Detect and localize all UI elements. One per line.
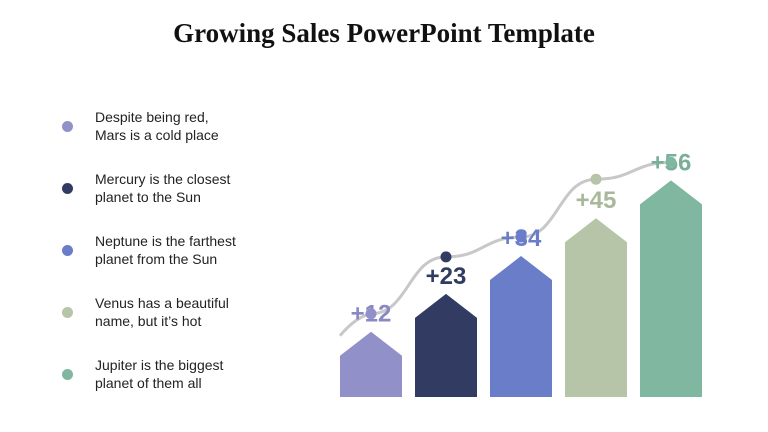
legend-text: Venus has a beautiful name, but it’s hot [95, 294, 229, 330]
legend-line: Mars is a cold place [95, 127, 219, 143]
trend-point [440, 251, 452, 263]
trend-point [665, 156, 677, 168]
bar [640, 180, 702, 397]
trend-point [515, 231, 527, 243]
legend-text: Despite being red, Mars is a cold place [95, 108, 219, 144]
bar [340, 331, 402, 397]
legend-line: Jupiter is the biggest [95, 357, 224, 373]
trend-point [365, 308, 377, 320]
legend: Despite being red, Mars is a cold place … [62, 108, 302, 418]
bar [415, 293, 477, 397]
legend-item-4: Venus has a beautiful name, but it’s hot [62, 294, 302, 330]
legend-line: planet from the Sun [95, 251, 218, 267]
legend-line: Venus has a beautiful [95, 295, 229, 311]
legend-dot-icon [62, 244, 73, 256]
legend-line: planet of them all [95, 375, 202, 391]
legend-line: Mercury is the closest [95, 171, 231, 187]
legend-text: Jupiter is the biggest planet of them al… [95, 356, 223, 392]
bar [490, 256, 552, 397]
legend-item-3: Neptune is the farthest planet from the … [62, 232, 302, 268]
bar-value-label: +45 [576, 187, 617, 214]
legend-dot-icon [62, 120, 73, 132]
legend-line: planet to the Sun [95, 189, 201, 205]
legend-dot-icon [62, 368, 73, 380]
legend-item-1: Despite being red, Mars is a cold place [62, 108, 302, 144]
legend-item-5: Jupiter is the biggest planet of them al… [62, 356, 302, 392]
legend-text: Neptune is the farthest planet from the … [95, 232, 236, 268]
slide-title: Growing Sales PowerPoint Template [173, 18, 595, 48]
legend-line: Neptune is the farthest [95, 233, 236, 249]
legend-line: Despite being red, [95, 109, 209, 125]
bar [565, 218, 627, 397]
legend-item-2: Mercury is the closest planet to the Sun [62, 170, 302, 206]
legend-line: name, but it’s hot [95, 313, 202, 329]
bar-value-label: +23 [426, 263, 467, 290]
legend-dot-icon [62, 306, 73, 318]
legend-dot-icon [62, 182, 73, 194]
trend-point [590, 173, 602, 185]
legend-text: Mercury is the closest planet to the Sun [95, 170, 230, 206]
